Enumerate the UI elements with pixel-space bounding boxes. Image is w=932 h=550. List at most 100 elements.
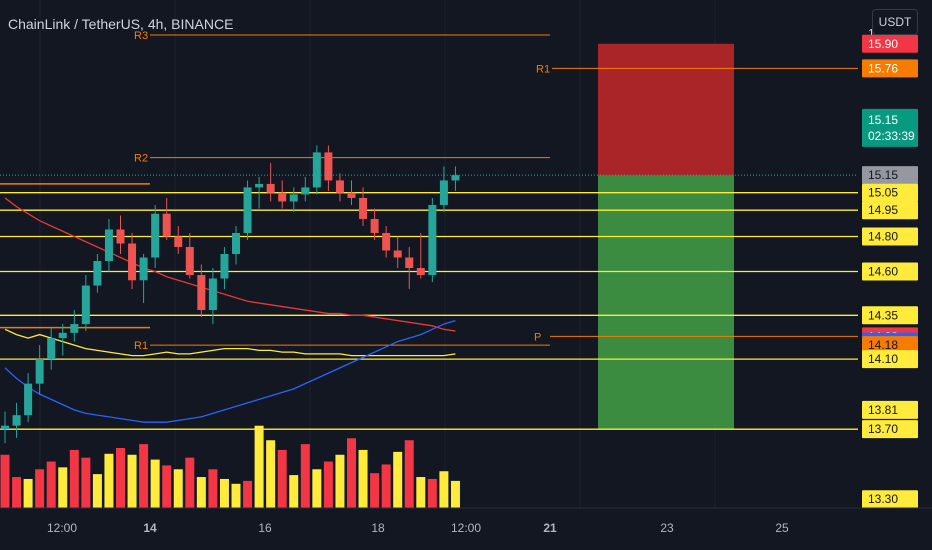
volume-bar [81,457,91,508]
volume-bar [416,477,426,508]
volume-bar [150,459,160,508]
candle-body [393,250,402,258]
candle-body [174,236,183,247]
candle-body [416,268,425,276]
candle-body [162,213,171,237]
candle-body [12,415,21,426]
price-label-text: 13.81 [868,403,898,417]
candle-body [243,187,252,233]
volume-bar [231,483,241,508]
volume-bar [323,461,333,508]
price-label-box [862,400,918,419]
candle-body [359,197,368,219]
candle-body [405,257,414,269]
volume-bar [35,469,45,508]
volume-bar [300,444,310,508]
pivot-label: R1 [134,340,148,352]
volume-bar [196,477,206,508]
candle-body [47,338,56,360]
time-tick-label: 12:00 [47,521,77,535]
volume-bar [439,471,449,508]
candle-body [197,275,206,311]
countdown-label: 02:33:39 [868,129,915,143]
price-label-text: 15.15 [868,113,898,127]
price-label-text: 13.30 [868,492,898,506]
price-label-box [862,166,918,185]
time-axis [0,508,932,550]
volume-bar [393,451,403,508]
volume-bar [0,454,10,508]
candle-body [312,152,321,188]
candle-body [324,152,333,181]
volume-bar [116,447,125,508]
price-label-text: 15.76 [868,61,898,75]
volume-bar [46,461,56,508]
volume-bar [450,480,460,508]
time-tick-label: 14 [143,521,157,535]
candle-body [439,180,448,205]
candle-body [58,332,67,339]
price-label-box [862,306,918,325]
volume-bar [266,440,276,508]
volume-bar [277,449,287,508]
price-label-box [862,108,918,147]
stop-loss-zone [598,43,734,176]
candle-body [1,425,9,430]
time-tick-label: 12:00 [451,521,481,535]
pivot-label: P [534,331,541,343]
candle-body [128,243,137,281]
candle-body [139,257,148,281]
currency-button[interactable]: USDT [872,9,918,35]
price-label-text: 15.05 [868,186,898,200]
volume-bar [335,454,345,508]
candle-body [428,204,437,276]
candle-body [347,192,356,198]
chart-title: ChainLink / TetherUS, 4h, BINANCE [8,16,234,32]
volume-bar [104,453,114,508]
candle-body [232,232,240,254]
price-label-box [862,34,918,53]
price-label-text: 15.15 [868,168,898,182]
candle-body [81,285,90,325]
time-tick-label: 23 [660,521,674,535]
candle-body [301,187,310,195]
volume-bar [219,478,229,508]
volume-bar [404,440,414,508]
price-label-text: 14.80 [868,229,898,243]
candle-body [370,218,379,233]
volume-bar [347,438,356,508]
time-tick-label: 18 [371,521,385,535]
candle-body [70,324,79,333]
volume-bar [370,473,380,508]
price-label-text: 14.18 [868,338,898,352]
volume-bar [92,474,102,508]
moving-average-yellow [4,328,456,357]
volume-bar [58,467,68,508]
moving-average-blue [4,319,456,423]
candle-body [335,180,344,193]
candle-body [185,246,194,276]
candle-body [35,359,44,384]
volume-bar [173,469,183,508]
price-label-box [862,227,918,246]
candle-body [255,183,264,188]
time-tick-label: 21 [543,521,557,535]
price-label-text: 14.10 [868,352,898,366]
volume-bar [427,478,437,508]
volume-bar [243,480,253,508]
volume-bar [127,454,137,508]
price-label-text: 1 [868,26,875,40]
price-label-box [862,350,918,369]
price-label-box [862,336,918,355]
price-label-box [862,183,918,202]
volume-bar [139,444,149,508]
price-label-box [862,201,918,220]
volume-bar [162,465,172,508]
volume-bar [69,449,79,508]
price-label-box [862,490,918,509]
price-label-box [862,59,918,78]
candle-body [278,192,287,202]
candle-body [93,261,102,286]
